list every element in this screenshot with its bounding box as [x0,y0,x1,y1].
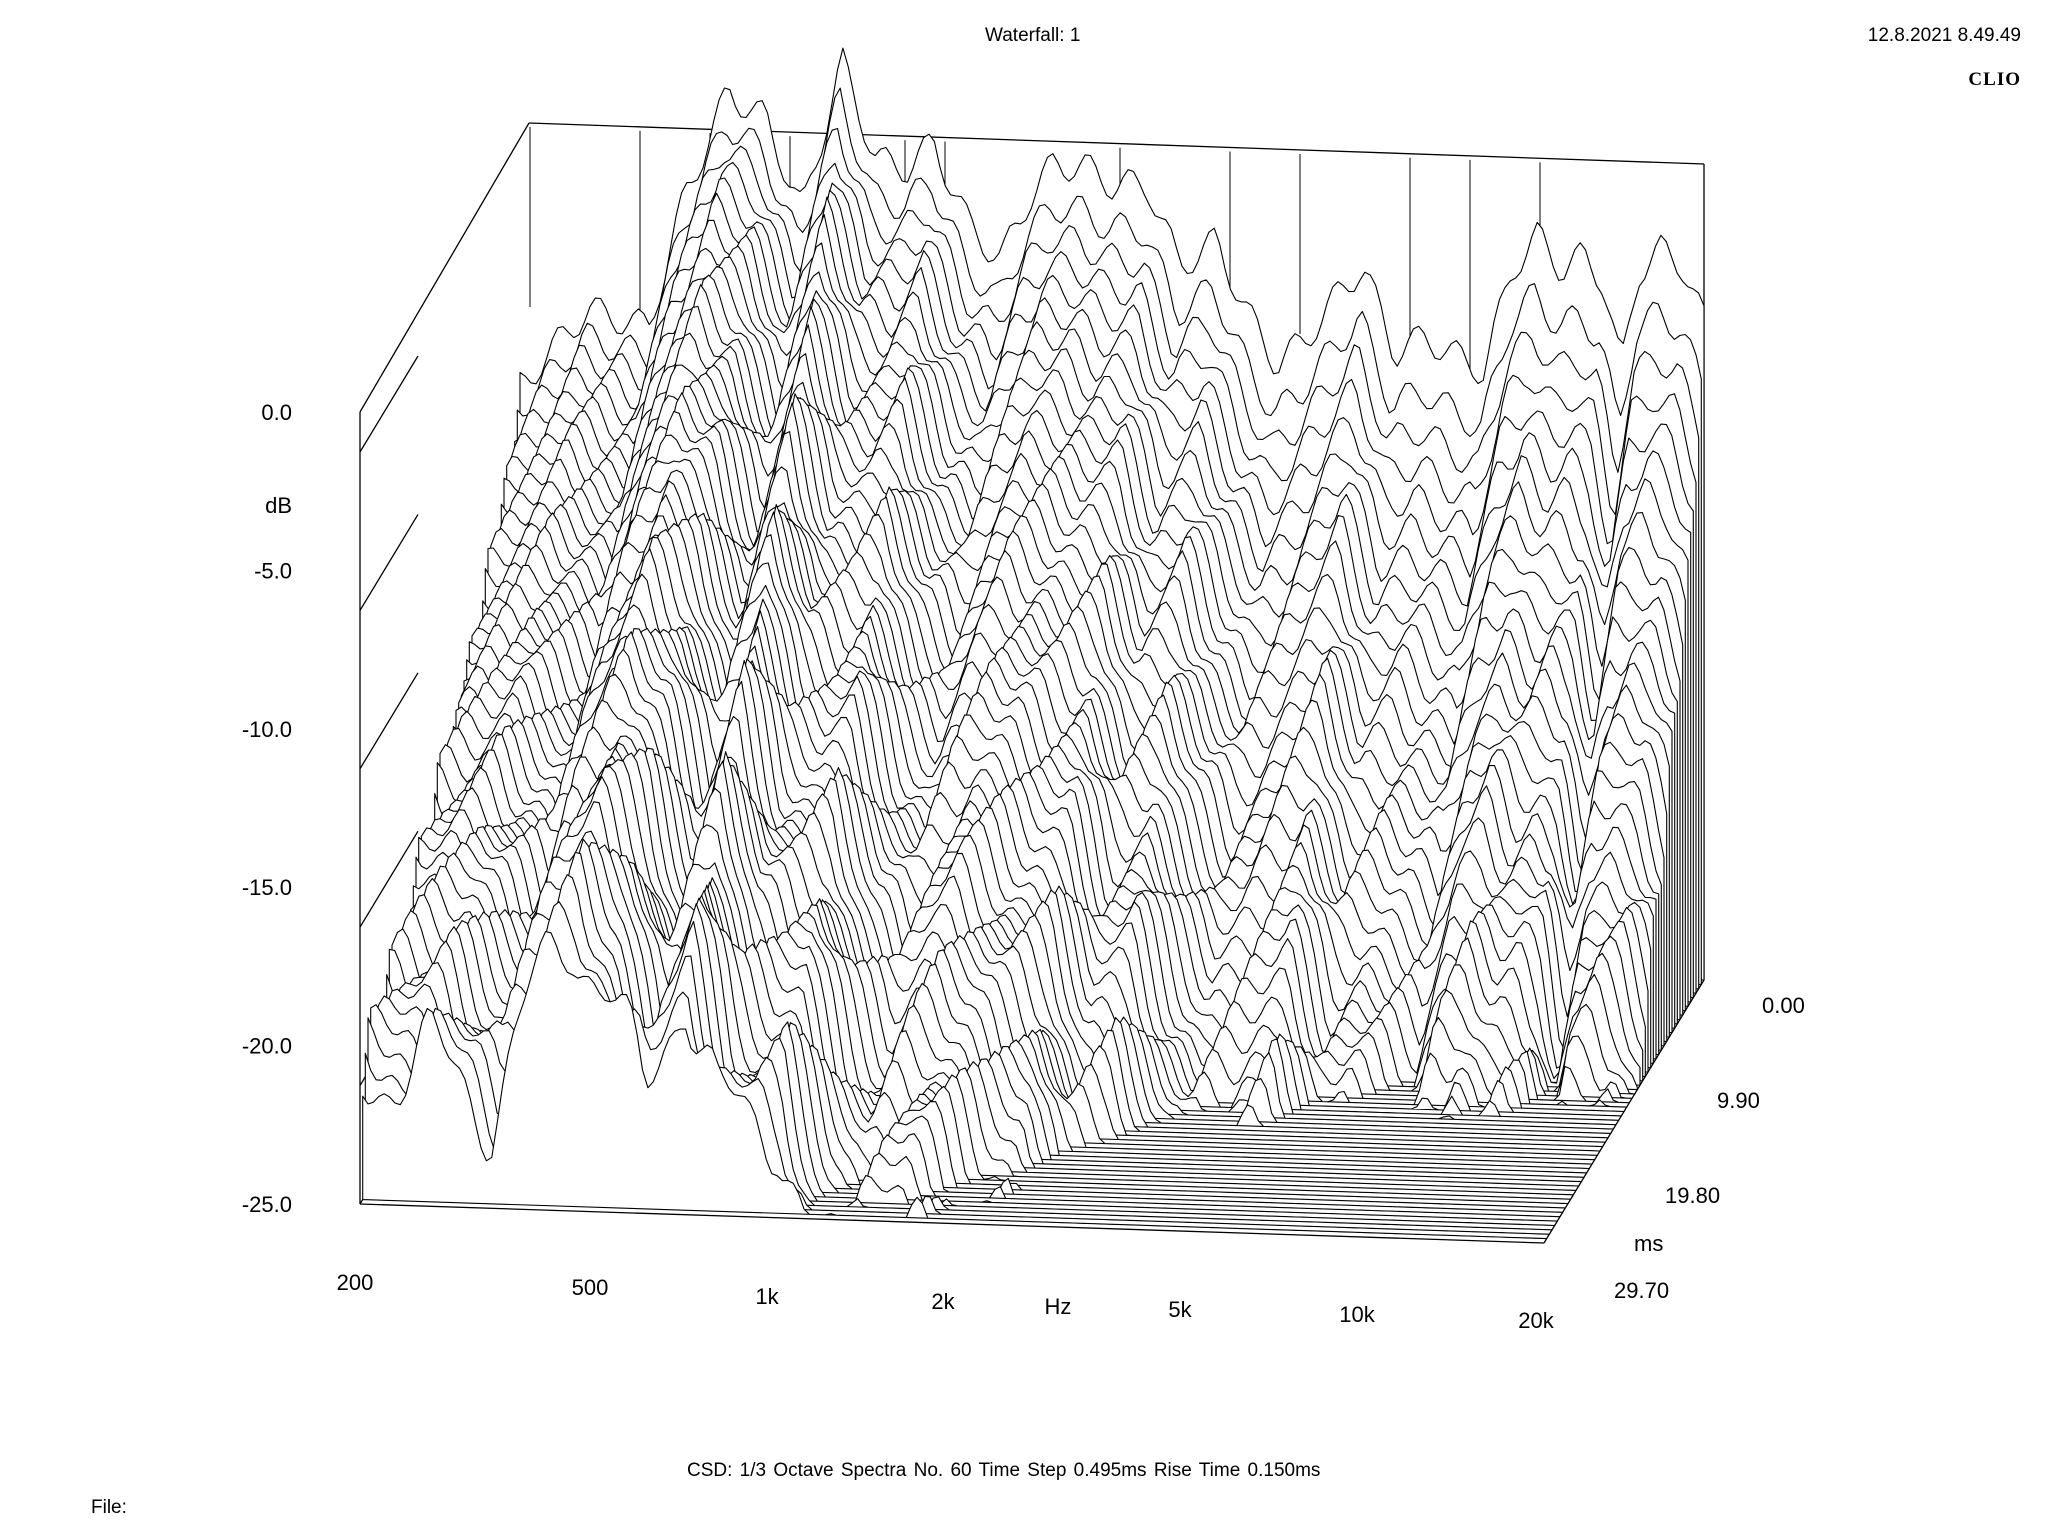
axis-labels: 0.0 -5.0 -10.0 -15.0 -20.0 -25.0 dB 200 500 1k 2k 5… [242,400,1805,1333]
file-label: File: [91,1497,127,1518]
hz-tick-label: 200 [337,1270,374,1295]
footer-info: CSD: 1/3 Octave Spectra No. 60 Time Step… [687,1460,1321,1481]
chart-timestamp: 12.8.2021 8.49.49 [1867,25,2021,46]
hz-tick-label: 10k [1339,1302,1375,1327]
ms-tick-label: 29.70 [1614,1278,1669,1303]
db-tick-label: -15.0 [242,875,292,900]
hz-tick-label: 20k [1518,1308,1554,1333]
chart-title: Waterfall: 1 [985,25,1081,46]
hz-axis-label: Hz [1045,1294,1072,1319]
left-wall-tick [359,355,419,453]
top-left-edge [359,122,530,413]
spectrum-slice [362,930,1548,1240]
hz-tick-label: 1k [755,1284,779,1309]
db-tick-label: -10.0 [242,717,292,742]
db-tick-label: -5.0 [254,558,292,583]
ms-axis-label: ms [1634,1231,1663,1256]
db-tick-label: -20.0 [242,1034,292,1059]
brand-logo: CLIO [1968,69,2021,90]
hz-tick-label: 2k [931,1289,955,1314]
ms-tick-label: 19.80 [1665,1183,1720,1208]
db-tick-label: -25.0 [242,1192,292,1217]
left-wall-tick [359,830,419,928]
hz-tick-label: 5k [1168,1297,1192,1322]
left-wall-tick [359,672,419,770]
hz-tick-label: 500 [572,1275,609,1300]
left-wall-tick [359,514,419,611]
db-axis-label: dB [265,493,292,518]
ms-tick-label: 9.90 [1717,1088,1760,1113]
db-tick-label: 0.0 [261,400,292,425]
spectra-curves [362,47,1705,1240]
front-baseline [359,1203,1545,1244]
ms-tick-label: 0.00 [1762,993,1805,1018]
